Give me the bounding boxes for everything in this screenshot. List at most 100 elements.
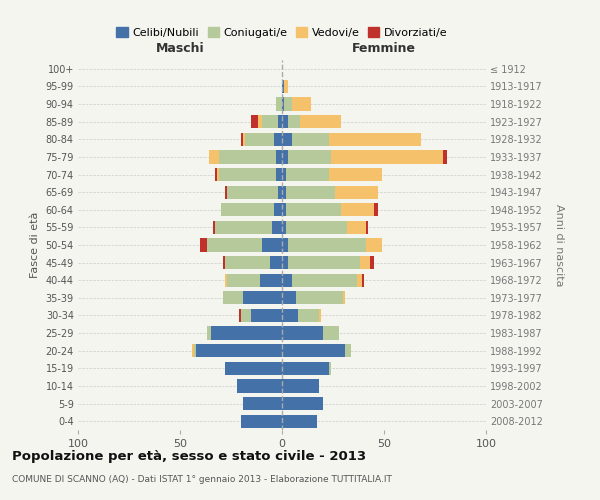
- Bar: [288, 256, 359, 269]
- Bar: [335, 186, 378, 198]
- Bar: [217, 168, 219, 181]
- Bar: [282, 291, 296, 304]
- Bar: [374, 203, 378, 216]
- Bar: [282, 344, 345, 358]
- Bar: [292, 274, 358, 287]
- Bar: [211, 326, 282, 340]
- Bar: [282, 186, 286, 198]
- Bar: [329, 362, 331, 375]
- Bar: [225, 362, 282, 375]
- Bar: [286, 168, 329, 181]
- Bar: [239, 309, 241, 322]
- Bar: [274, 132, 282, 146]
- Bar: [282, 132, 292, 146]
- Bar: [212, 221, 215, 234]
- Bar: [282, 256, 288, 269]
- Bar: [243, 132, 245, 146]
- Bar: [262, 238, 282, 252]
- Bar: [227, 274, 260, 287]
- Bar: [257, 115, 262, 128]
- Bar: [286, 186, 335, 198]
- Bar: [284, 98, 292, 110]
- Bar: [282, 326, 323, 340]
- Bar: [286, 221, 347, 234]
- Bar: [282, 414, 317, 428]
- Bar: [219, 150, 276, 164]
- Legend: Celibi/Nubili, Coniugati/e, Vedovi/e, Divorziati/e: Celibi/Nubili, Coniugati/e, Vedovi/e, Di…: [112, 23, 452, 42]
- Bar: [282, 380, 319, 392]
- Bar: [365, 221, 368, 234]
- Bar: [345, 344, 352, 358]
- Bar: [274, 203, 282, 216]
- Bar: [200, 238, 206, 252]
- Bar: [362, 274, 364, 287]
- Bar: [262, 115, 278, 128]
- Bar: [282, 362, 329, 375]
- Bar: [282, 80, 284, 93]
- Bar: [206, 238, 262, 252]
- Bar: [223, 291, 243, 304]
- Text: Maschi: Maschi: [155, 42, 205, 54]
- Bar: [282, 203, 286, 216]
- Bar: [282, 150, 288, 164]
- Bar: [292, 98, 311, 110]
- Bar: [221, 203, 274, 216]
- Bar: [365, 238, 382, 252]
- Bar: [209, 150, 219, 164]
- Bar: [282, 221, 286, 234]
- Bar: [227, 186, 278, 198]
- Bar: [282, 274, 292, 287]
- Bar: [241, 132, 243, 146]
- Bar: [329, 132, 421, 146]
- Bar: [251, 115, 257, 128]
- Bar: [225, 186, 227, 198]
- Bar: [206, 326, 211, 340]
- Bar: [243, 291, 282, 304]
- Bar: [329, 168, 382, 181]
- Bar: [288, 150, 331, 164]
- Bar: [282, 397, 323, 410]
- Bar: [278, 186, 282, 198]
- Bar: [341, 203, 374, 216]
- Bar: [276, 98, 282, 110]
- Bar: [331, 150, 443, 164]
- Y-axis label: Fasce di età: Fasce di età: [30, 212, 40, 278]
- Bar: [241, 309, 251, 322]
- Bar: [323, 326, 339, 340]
- Bar: [359, 256, 370, 269]
- Text: Femmine: Femmine: [352, 42, 416, 54]
- Bar: [270, 256, 282, 269]
- Text: COMUNE DI SCANNO (AQ) - Dati ISTAT 1° gennaio 2013 - Elaborazione TUTTITALIA.IT: COMUNE DI SCANNO (AQ) - Dati ISTAT 1° ge…: [12, 475, 392, 484]
- Bar: [196, 344, 282, 358]
- Bar: [319, 309, 321, 322]
- Bar: [243, 397, 282, 410]
- Bar: [296, 291, 343, 304]
- Bar: [219, 168, 276, 181]
- Y-axis label: Anni di nascita: Anni di nascita: [554, 204, 564, 286]
- Bar: [347, 221, 365, 234]
- Bar: [223, 256, 225, 269]
- Bar: [292, 132, 329, 146]
- Bar: [260, 274, 282, 287]
- Bar: [288, 115, 301, 128]
- Bar: [276, 150, 282, 164]
- Bar: [358, 274, 362, 287]
- Bar: [282, 98, 284, 110]
- Bar: [225, 274, 227, 287]
- Bar: [245, 132, 274, 146]
- Bar: [282, 309, 298, 322]
- Bar: [241, 414, 282, 428]
- Bar: [288, 238, 365, 252]
- Bar: [298, 309, 319, 322]
- Bar: [282, 115, 288, 128]
- Bar: [194, 344, 196, 358]
- Bar: [225, 256, 270, 269]
- Bar: [370, 256, 374, 269]
- Bar: [215, 168, 217, 181]
- Bar: [276, 168, 282, 181]
- Text: Popolazione per età, sesso e stato civile - 2013: Popolazione per età, sesso e stato civil…: [12, 450, 366, 463]
- Bar: [443, 150, 447, 164]
- Bar: [251, 309, 282, 322]
- Bar: [215, 221, 272, 234]
- Bar: [343, 291, 345, 304]
